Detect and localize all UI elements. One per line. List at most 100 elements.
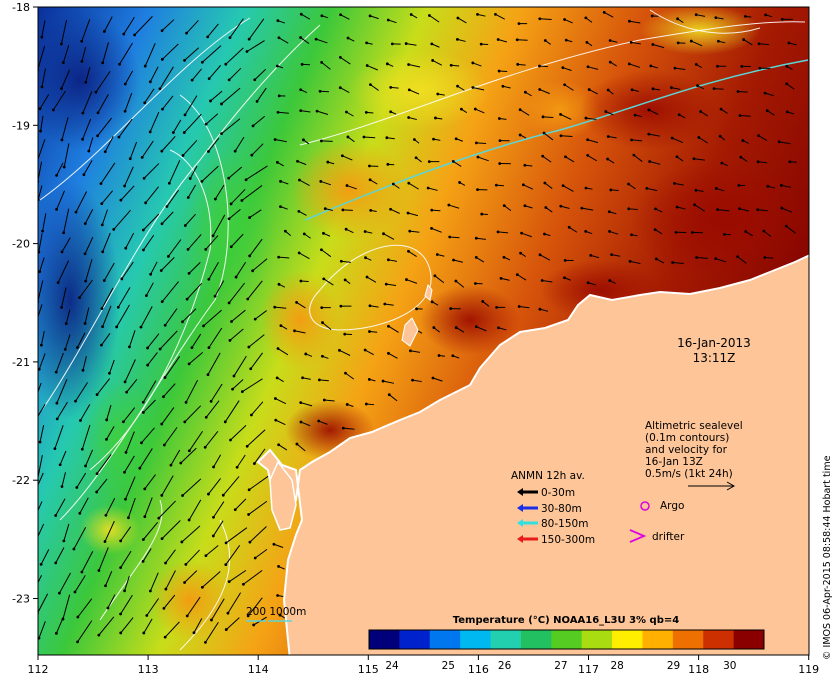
altimetry-note-line: Altimetric sealevel xyxy=(645,420,743,432)
velocity-arrow xyxy=(277,348,289,356)
velocity-arrow-head xyxy=(502,255,506,259)
velocity-arrow xyxy=(694,204,705,212)
velocity-arrow xyxy=(560,205,570,209)
velocity-arrow-head xyxy=(584,116,588,120)
velocity-arrow-head xyxy=(322,277,326,281)
velocity-arrow xyxy=(674,67,686,71)
velocity-arrow xyxy=(318,420,328,425)
velocity-arrow-head xyxy=(497,117,501,120)
velocity-arrow-head xyxy=(736,255,740,259)
velocity-arrow-head xyxy=(116,305,120,309)
velocity-arrow-head xyxy=(364,402,368,406)
velocity-arrow-head xyxy=(320,354,324,358)
velocity-arrow-head xyxy=(62,165,66,169)
velocity-arrow xyxy=(134,16,153,36)
colorbar-cell xyxy=(612,630,643,649)
velocity-arrow xyxy=(63,523,70,542)
velocity-arrow-head xyxy=(714,187,718,190)
velocity-arrow xyxy=(103,262,115,281)
velocity-arrow-head xyxy=(277,282,281,286)
velocity-arrow-head xyxy=(124,497,127,501)
velocity-arrow xyxy=(278,444,288,451)
velocity-arrow xyxy=(41,20,46,38)
velocity-arrow-head xyxy=(341,426,345,430)
velocity-arrow-head xyxy=(123,184,126,188)
velocity-arrow xyxy=(363,136,376,139)
velocity-arrow-head xyxy=(185,297,189,301)
velocity-arrow xyxy=(388,325,399,333)
velocity-arrow-head xyxy=(314,37,318,41)
lon-tick-label: 118 xyxy=(688,663,709,676)
velocity-arrow-head xyxy=(102,30,106,33)
velocity-arrow xyxy=(113,209,131,230)
velocity-arrow-head xyxy=(670,136,674,140)
velocity-arrow-head xyxy=(277,443,281,447)
velocity-arrow xyxy=(603,11,614,18)
velocity-arrow-head xyxy=(476,12,479,16)
velocity-arrow-head xyxy=(586,281,590,285)
velocity-arrow-head xyxy=(212,465,215,469)
velocity-arrow-head xyxy=(207,277,211,281)
velocity-arrow xyxy=(205,400,220,418)
velocity-arrow-head xyxy=(293,329,296,333)
velocity-arrow-head xyxy=(41,229,44,233)
velocity-arrow-head xyxy=(716,64,719,68)
velocity-arrow-head xyxy=(274,418,278,422)
velocity-arrow-head xyxy=(183,581,186,584)
velocity-arrow-head xyxy=(209,99,212,103)
velocity-arrow-head xyxy=(82,173,86,177)
velocity-arrow xyxy=(743,39,753,46)
velocity-arrow-head xyxy=(64,322,68,325)
velocity-arrow-head xyxy=(133,33,137,37)
velocity-arrow-head xyxy=(517,22,521,26)
velocity-arrow-head xyxy=(73,590,77,594)
velocity-arrow-head xyxy=(206,373,210,377)
velocity-arrow-head xyxy=(34,541,37,544)
velocity-arrow-head xyxy=(83,252,87,256)
velocity-arrow xyxy=(191,68,202,81)
velocity-arrow-head xyxy=(740,64,744,68)
velocity-arrow xyxy=(700,111,709,117)
velocity-arrow xyxy=(191,333,202,348)
velocity-arrow-head xyxy=(671,261,675,264)
velocity-arrow-head xyxy=(278,613,282,617)
velocity-arrow-head xyxy=(230,320,233,323)
velocity-arrow-head xyxy=(171,131,175,134)
velocity-arrow-head xyxy=(275,64,279,68)
velocity-arrow xyxy=(691,40,703,47)
velocity-arrow-head xyxy=(494,183,498,187)
velocity-arrow-head xyxy=(780,17,784,21)
velocity-arrow-head xyxy=(81,111,85,115)
velocity-arrow xyxy=(142,380,157,403)
mooring-legend-label: 80-150m xyxy=(541,518,588,530)
velocity-arrow-head xyxy=(232,374,236,378)
velocity-arrow-head xyxy=(675,155,679,159)
velocity-arrow-head xyxy=(697,136,701,139)
velocity-arrow-head xyxy=(186,248,190,251)
velocity-arrow-head xyxy=(694,63,698,66)
velocity-arrow-head xyxy=(315,109,319,113)
velocity-arrow xyxy=(65,309,71,324)
velocity-arrow-head xyxy=(142,176,146,180)
velocity-arrow xyxy=(693,158,705,161)
velocity-arrow-head xyxy=(184,563,188,566)
velocity-arrow xyxy=(104,520,115,542)
velocity-arrow-head xyxy=(54,561,58,565)
lat-tick-label: -23 xyxy=(12,593,30,606)
velocity-arrow-head xyxy=(164,561,167,565)
velocity-arrow-head xyxy=(341,208,345,212)
velocity-arrow xyxy=(300,37,310,44)
land-mass xyxy=(256,254,809,655)
velocity-arrow-head xyxy=(302,232,306,236)
mooring-legend-item: 80-150m xyxy=(517,518,588,530)
velocity-arrow xyxy=(38,382,42,394)
velocity-arrow xyxy=(184,405,202,423)
velocity-arrow-head xyxy=(319,180,323,183)
velocity-arrow-head xyxy=(248,254,252,258)
velocity-arrow xyxy=(299,179,310,186)
velocity-arrow xyxy=(96,454,112,474)
velocity-arrow-head xyxy=(433,274,437,278)
velocity-arrow-head xyxy=(149,272,153,276)
velocity-arrow-head xyxy=(386,258,390,262)
velocity-arrow xyxy=(82,118,92,140)
